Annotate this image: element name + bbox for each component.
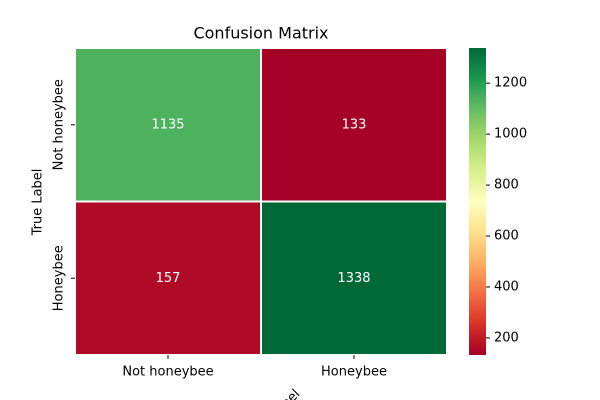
heatmap-cell <box>74 200 262 356</box>
x-tick-label: Honeybee <box>321 365 387 380</box>
colorbar-tick-label: 1000 <box>494 127 527 142</box>
chart-title: Confusion Matrix <box>193 24 328 43</box>
x-axis-label: Predicted Label <box>222 387 303 400</box>
colorbar-tick-label: 1200 <box>494 76 527 91</box>
colorbar-tick-label: 200 <box>494 330 519 345</box>
colorbar-tick-label: 600 <box>494 229 519 244</box>
cell-label: 133 <box>342 117 367 132</box>
cell-label: 1338 <box>337 271 370 286</box>
y-tick-label: Honeybee <box>52 245 67 311</box>
x-tick-label: Not honeybee <box>122 365 213 380</box>
heatmap-cell <box>74 47 262 203</box>
y-tick-label: Not honeybee <box>52 79 67 170</box>
cell-label: 157 <box>156 271 181 286</box>
colorbar <box>469 48 486 355</box>
y-axis-label: True Label <box>31 169 46 237</box>
colorbar-tick-label: 400 <box>494 279 519 294</box>
colorbar-tick-label: 800 <box>494 178 519 193</box>
heatmap-cell <box>260 47 448 203</box>
heatmap-cell <box>260 200 448 356</box>
cell-label: 1135 <box>151 117 184 132</box>
